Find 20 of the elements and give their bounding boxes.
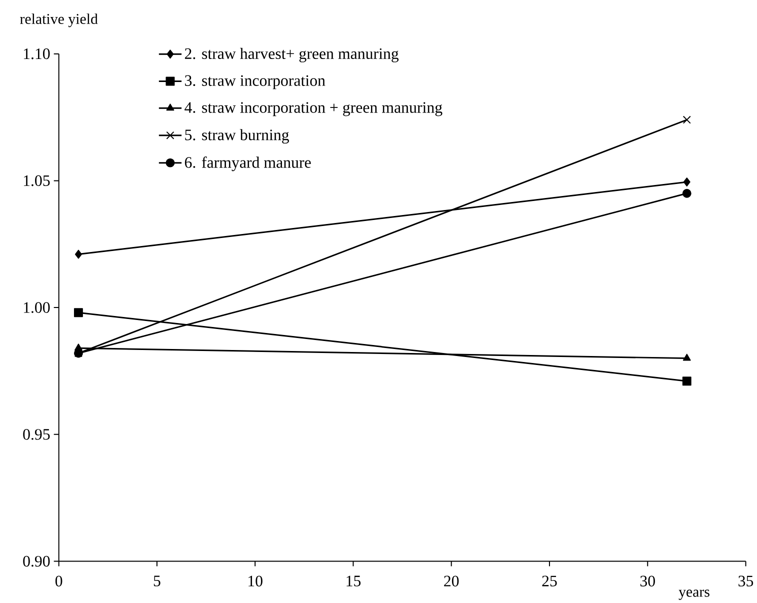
x-tick-label: 20	[444, 576, 459, 586]
y-tick-label: 1.10	[24, 48, 50, 60]
x-tick-label: 0	[55, 576, 62, 586]
y-axis-title: relative yield	[20, 13, 98, 28]
y-tick-label: 0.90	[23, 556, 50, 567]
legend-label: 2. straw harvest+ green manuring	[184, 48, 399, 62]
legend-label: 6. farmyard manure	[184, 156, 311, 172]
y-tick-label: 1.00	[24, 302, 50, 313]
legend-label: 4. straw incorporation + green manuring	[184, 102, 442, 116]
legend-label: 3. straw incorporation	[185, 75, 326, 90]
legend-label: 5. straw burning	[185, 128, 290, 144]
y-tick-label: 0.95	[23, 428, 50, 440]
y-tick-label: 1.05	[24, 175, 50, 186]
x-tick-label: 35	[738, 576, 754, 586]
x-tick-label: 30	[640, 576, 655, 586]
x-tick-label: 10	[248, 576, 262, 586]
x-tick-label: 5	[154, 576, 160, 586]
x-tick-label: 25	[542, 576, 557, 586]
x-axis-title: years	[678, 590, 710, 600]
x-tick-label: 15	[346, 576, 361, 586]
